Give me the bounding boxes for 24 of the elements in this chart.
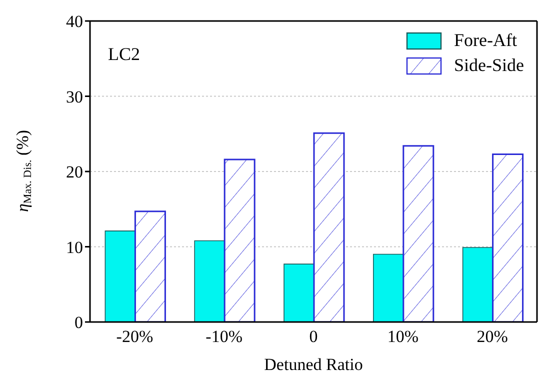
bar <box>194 240 225 322</box>
x-tick-label: 20% <box>476 327 508 346</box>
annotation: LC2 <box>108 44 140 65</box>
bar <box>134 210 166 322</box>
bar <box>373 254 404 322</box>
x-tick-label: -10% <box>206 327 243 346</box>
bar <box>284 264 314 322</box>
y-tick-label: 20 <box>66 162 83 182</box>
bar <box>313 132 345 322</box>
x-tick-label: 10% <box>387 327 418 346</box>
bar <box>462 247 494 322</box>
bar <box>492 153 524 322</box>
bar <box>104 230 136 322</box>
bar <box>402 145 434 322</box>
x-tick-label: -20% <box>116 327 154 346</box>
bar <box>224 158 256 322</box>
x-axis-title: Detuned Ratio <box>264 355 363 374</box>
y-tick-label: 10 <box>66 238 83 257</box>
y-tick-label: 30 <box>66 87 83 106</box>
legend-label: Fore-Aft <box>454 30 517 51</box>
legend-label: Side-Side <box>454 55 524 76</box>
y-tick-label: 40 <box>66 12 83 32</box>
y-tick-label: 0 <box>74 313 83 332</box>
x-tick-label: 0 <box>309 327 318 346</box>
